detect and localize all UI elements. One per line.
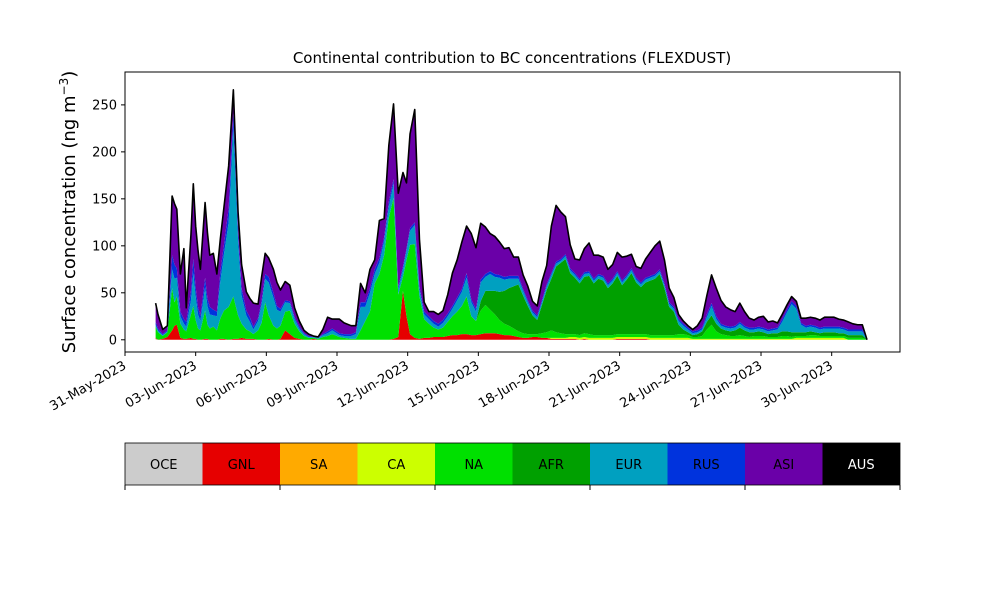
x-tick-label: 12-Jun-2023	[335, 358, 412, 411]
total-line	[154, 89, 868, 341]
legend-swatch-na	[435, 443, 513, 485]
x-tick-label: 09-Jun-2023	[264, 358, 341, 411]
x-tick-label: 06-Jun-2023	[194, 358, 271, 411]
y-tick-label: 250	[92, 98, 117, 113]
legend-label-rus: RUS	[693, 458, 720, 473]
x-tick-label: 24-Jun-2023	[618, 358, 695, 411]
legend-label-afr: AFR	[539, 458, 564, 473]
legend-label-asi: ASI	[773, 458, 794, 473]
y-axis-label: Surface concentration (ng m−3)	[57, 71, 80, 354]
x-tick-label: 03-Jun-2023	[123, 358, 200, 411]
y-tick-label: 0	[109, 333, 117, 348]
y-tick-label: 100	[92, 239, 117, 254]
x-tick-label: 15-Jun-2023	[406, 358, 483, 411]
legend-swatch-gnl	[202, 443, 280, 485]
plot-frame	[124, 71, 901, 353]
legend-label-sa: SA	[310, 458, 327, 473]
legend-colorbar: OCE GNL SA CA NA AFR EUR RUS ASI AUS	[124, 442, 901, 490]
x-tick-label: 18-Jun-2023	[476, 358, 553, 411]
area-series-afr	[155, 197, 868, 340]
y-tick-label: 50	[100, 286, 117, 301]
legend-swatch-ca	[357, 443, 435, 485]
legend-label-na: NA	[464, 458, 483, 473]
legend-label-ca: CA	[387, 458, 405, 473]
legend-swatch-oce	[125, 443, 203, 485]
area-series-eur	[155, 127, 868, 340]
y-tick-label: 200	[92, 145, 117, 160]
legend-swatch-eur	[590, 443, 668, 485]
chart-title: Continental contribution to BC concentra…	[293, 49, 731, 67]
area-series-na	[155, 197, 868, 340]
legend-frame	[124, 442, 901, 486]
x-tick-label: 21-Jun-2023	[547, 358, 624, 411]
legend-label-gnl: GNL	[228, 458, 256, 473]
legend-swatch-afr	[512, 443, 590, 485]
y-axis: 0 50 100 150 200 250	[92, 98, 125, 348]
legend-label-oce: OCE	[150, 458, 178, 473]
legend-label-aus: AUS	[848, 458, 875, 473]
legend-swatch-sa	[280, 443, 358, 485]
x-tick-label: 27-Jun-2023	[688, 358, 765, 411]
legend-label-eur: EUR	[615, 458, 642, 473]
y-tick-label: 150	[92, 192, 117, 207]
x-tick-label: 31-May-2023	[47, 358, 129, 414]
x-axis: 31-May-202303-Jun-202306-Jun-202309-Jun-…	[47, 352, 836, 414]
plot-area	[154, 89, 868, 341]
x-tick-label: 30-Jun-2023	[759, 358, 836, 411]
legend-swatch-aus	[822, 443, 900, 485]
legend-swatch-rus	[667, 443, 745, 485]
legend-swatch-asi	[745, 443, 823, 485]
